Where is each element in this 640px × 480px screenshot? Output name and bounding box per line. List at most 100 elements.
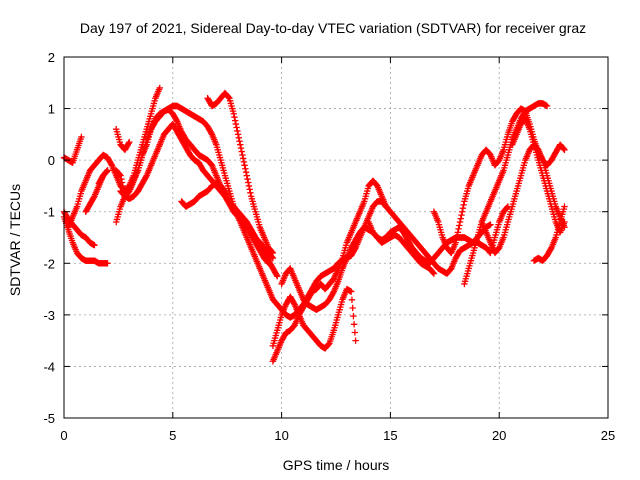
data-point xyxy=(231,113,238,121)
data-point xyxy=(241,162,248,169)
data-point xyxy=(125,140,132,147)
series-track-a xyxy=(60,213,111,267)
series-track-k xyxy=(178,180,277,262)
data-point xyxy=(239,151,246,159)
chart-title: Day 197 of 2021, Sidereal Day-to-day VTE… xyxy=(80,20,586,36)
data-point xyxy=(290,300,298,307)
data-point xyxy=(487,221,494,228)
x-tick-label: 0 xyxy=(60,428,67,443)
y-tick-label: -4 xyxy=(43,359,55,374)
data-point xyxy=(453,236,460,243)
data-point xyxy=(454,229,462,236)
data-point xyxy=(243,172,250,179)
data-point xyxy=(237,144,245,152)
data-point xyxy=(561,203,568,210)
y-axis-label: SDTVAR / TECUs xyxy=(7,184,23,296)
data-point xyxy=(118,175,125,183)
data-point xyxy=(382,203,390,210)
data-point xyxy=(457,215,464,222)
data-point xyxy=(225,94,232,101)
data-point xyxy=(245,179,252,186)
data-point xyxy=(242,168,250,176)
data-point xyxy=(233,124,240,131)
tick-labels: 0 5 10 15 20 25 -5 -4 -3 -2 -1 0 1 2 xyxy=(43,50,615,443)
data-point xyxy=(349,304,356,312)
data-point xyxy=(126,138,133,146)
x-tick-label: 25 xyxy=(601,428,615,443)
data-point xyxy=(246,186,253,193)
data-point xyxy=(240,158,248,166)
data-point xyxy=(274,272,281,280)
data-point xyxy=(104,167,111,174)
y-tick-label: 1 xyxy=(48,102,55,117)
data-point xyxy=(236,138,243,145)
data-point xyxy=(116,171,124,178)
y-tick-label: -2 xyxy=(43,256,55,271)
y-tick-label: -3 xyxy=(43,308,55,323)
data-point xyxy=(452,239,459,246)
data-point xyxy=(238,148,245,155)
data-point xyxy=(456,218,464,226)
data-point xyxy=(456,222,463,229)
data-point xyxy=(269,249,277,257)
data-point xyxy=(107,160,115,168)
data-point xyxy=(156,84,163,92)
x-tick-label: 20 xyxy=(492,428,506,443)
data-point xyxy=(352,337,359,344)
data-point xyxy=(142,173,150,181)
x-tick-label: 10 xyxy=(274,428,288,443)
plot-frame xyxy=(63,56,609,419)
series-track-u xyxy=(530,203,568,264)
data-point xyxy=(453,232,461,239)
data-point xyxy=(232,120,240,128)
data-point xyxy=(348,288,355,295)
data-point xyxy=(208,129,215,137)
data-point xyxy=(239,155,247,162)
data-point xyxy=(543,102,551,110)
data-point xyxy=(350,312,357,320)
data-point xyxy=(244,175,251,183)
data-marks xyxy=(60,84,568,365)
data-point xyxy=(547,245,554,253)
x-axis-label: GPS time / hours xyxy=(283,457,390,473)
data-point xyxy=(103,168,110,175)
axis-ticks xyxy=(63,56,609,419)
data-point xyxy=(348,296,356,304)
data-point xyxy=(247,189,254,197)
data-point xyxy=(118,179,126,186)
data-point xyxy=(268,248,276,256)
series-track-f xyxy=(95,167,111,187)
series-track-l xyxy=(204,89,277,257)
data-point xyxy=(351,329,359,336)
data-point xyxy=(460,201,467,209)
data-point xyxy=(104,260,111,267)
x-tick-label: 5 xyxy=(169,428,176,443)
series-track-c xyxy=(60,133,85,166)
data-point xyxy=(230,110,237,117)
data-point xyxy=(234,127,241,135)
data-point xyxy=(237,141,244,148)
data-point xyxy=(560,145,567,153)
data-point xyxy=(430,270,438,277)
data-point xyxy=(350,321,358,328)
series-track-i xyxy=(113,126,133,154)
data-point xyxy=(91,242,98,249)
data-point xyxy=(455,225,462,233)
data-point xyxy=(231,117,239,124)
data-point xyxy=(458,211,465,219)
data-point xyxy=(561,146,568,154)
series-track-n xyxy=(269,285,359,352)
data-point xyxy=(459,208,466,215)
data-point xyxy=(329,289,337,297)
data-point xyxy=(173,116,180,124)
series-track-p xyxy=(365,218,438,277)
data-point xyxy=(90,194,97,201)
y-tick-label: 2 xyxy=(48,50,55,65)
data-point xyxy=(245,182,253,190)
y-tick-label: -5 xyxy=(43,411,55,426)
data-point xyxy=(117,172,124,179)
data-point xyxy=(459,205,467,212)
y-tick-label: -1 xyxy=(43,205,55,220)
data-point xyxy=(273,271,280,279)
